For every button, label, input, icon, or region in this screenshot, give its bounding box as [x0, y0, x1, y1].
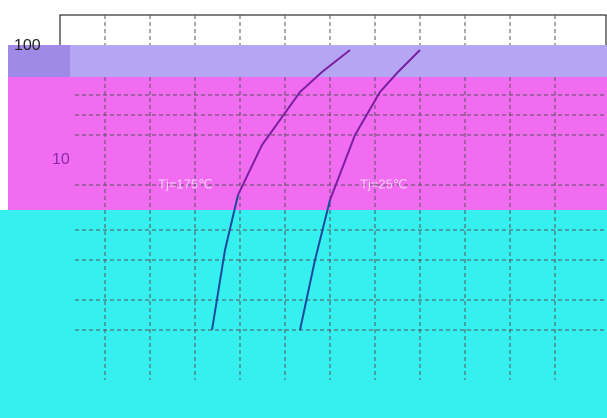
curve-cold-lower [299, 199, 331, 331]
annotation: Tj=175℃ [158, 176, 213, 191]
magenta-band [8, 77, 607, 210]
curve-hot-lower [211, 194, 239, 331]
annotation: Tj=25℃ [360, 176, 407, 191]
grid [104, 15, 556, 45]
curve-cold [329, 49, 421, 201]
lavender-band-left [8, 45, 70, 77]
lavender-band [8, 45, 607, 77]
y-tick-label: 100 [14, 37, 41, 54]
y-tick-label: 10 [52, 151, 70, 168]
band-grid [75, 77, 607, 380]
curve-hot [237, 49, 351, 196]
